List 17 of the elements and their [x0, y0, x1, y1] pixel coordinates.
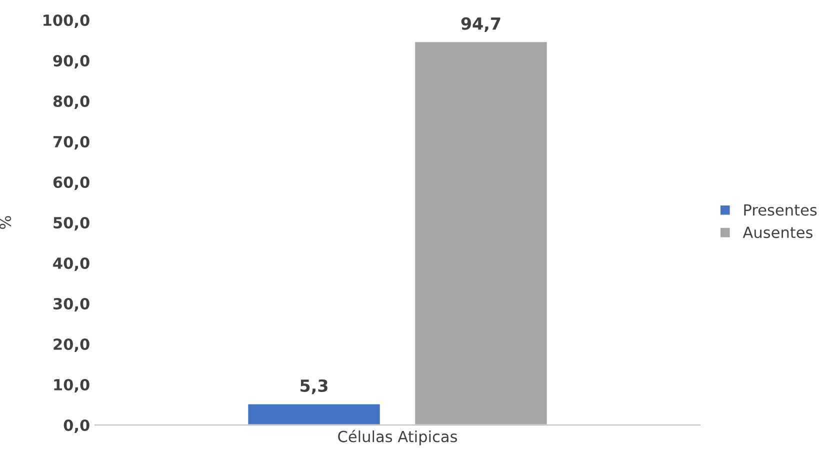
y-tick-label: 60,0 — [53, 176, 90, 190]
y-tick-label: 30,0 — [53, 298, 90, 312]
y-tick-label: 100,0 — [44, 14, 90, 28]
legend-label: Ausentes — [742, 226, 812, 238]
y-tick-label: 50,0 — [54, 216, 90, 230]
y-tick-label: 20,0 — [54, 338, 90, 352]
y-tick-label: 80,0 — [53, 95, 90, 109]
x-tick-label: Células Atipicas — [338, 430, 458, 446]
y-tick-label: 90,0 — [53, 54, 90, 68]
y-tick-label: 0,0 — [64, 419, 90, 433]
y-axis-title: % — [0, 216, 12, 229]
y-tick-label: 70,0 — [53, 136, 90, 150]
data-label: 5,3 — [300, 379, 328, 394]
legend-label: Presentes — [744, 204, 817, 216]
data-label: 94,7 — [461, 17, 500, 32]
y-tick-label: 10,0 — [54, 378, 90, 392]
y-tick-label: 40,0 — [53, 257, 90, 271]
